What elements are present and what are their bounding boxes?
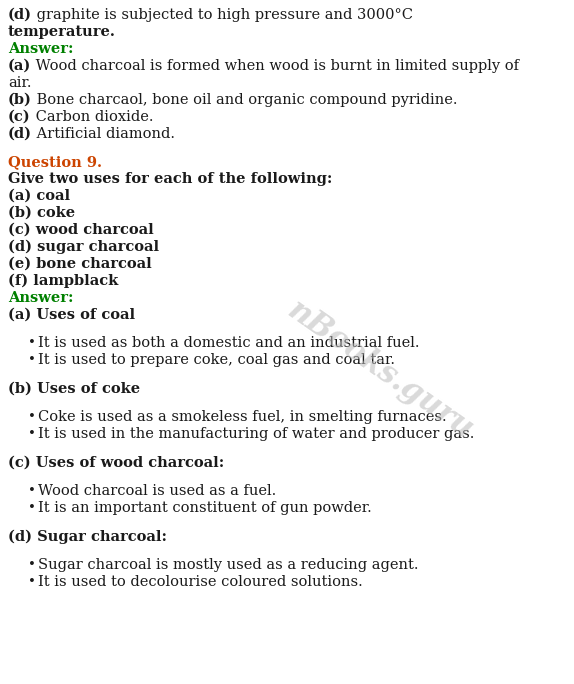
- Text: •: •: [28, 336, 36, 349]
- Text: (b) Uses of coke: (b) Uses of coke: [8, 382, 140, 396]
- Text: air.: air.: [8, 76, 32, 90]
- Text: Wood charcoal is formed when wood is burnt in limited supply of: Wood charcoal is formed when wood is bur…: [31, 59, 519, 73]
- Text: Give two uses for each of the following:: Give two uses for each of the following:: [8, 172, 332, 186]
- Text: temperature.: temperature.: [8, 25, 116, 39]
- Text: (e) bone charcoal: (e) bone charcoal: [8, 257, 152, 271]
- Text: (d): (d): [8, 127, 32, 141]
- Text: •: •: [28, 427, 36, 440]
- Text: Answer:: Answer:: [8, 42, 73, 56]
- Text: •: •: [28, 410, 36, 423]
- Text: (d): (d): [8, 8, 32, 22]
- Text: (a) Uses of coal: (a) Uses of coal: [8, 308, 135, 322]
- Text: •: •: [28, 558, 36, 571]
- Text: •: •: [28, 353, 36, 366]
- Text: Coke is used as a smokeless fuel, in smelting furnaces.: Coke is used as a smokeless fuel, in sme…: [38, 410, 447, 424]
- Text: (c): (c): [8, 110, 30, 124]
- Text: Carbon dioxide.: Carbon dioxide.: [30, 110, 153, 124]
- Text: It is used in the manufacturing of water and producer gas.: It is used in the manufacturing of water…: [38, 427, 474, 441]
- Text: Wood charcoal is used as a fuel.: Wood charcoal is used as a fuel.: [38, 484, 276, 498]
- Text: It is used to prepare coke, coal gas and coal tar.: It is used to prepare coke, coal gas and…: [38, 353, 395, 367]
- Text: (b) coke: (b) coke: [8, 206, 75, 220]
- Text: graphite is subjected to high pressure and 3000°C: graphite is subjected to high pressure a…: [32, 8, 413, 22]
- Text: Question 9.: Question 9.: [8, 155, 102, 169]
- Text: It is used to decolourise coloured solutions.: It is used to decolourise coloured solut…: [38, 575, 363, 589]
- Text: nBooks.guru: nBooks.guru: [281, 294, 479, 445]
- Text: •: •: [28, 575, 36, 588]
- Text: (c) wood charcoal: (c) wood charcoal: [8, 223, 154, 237]
- Text: (d) Sugar charcoal:: (d) Sugar charcoal:: [8, 530, 167, 544]
- Text: It is used as both a domestic and an industrial fuel.: It is used as both a domestic and an ind…: [38, 336, 420, 350]
- Text: •: •: [28, 501, 36, 514]
- Text: (a) coal: (a) coal: [8, 189, 70, 203]
- Text: Artificial diamond.: Artificial diamond.: [32, 127, 175, 141]
- Text: (c) Uses of wood charcoal:: (c) Uses of wood charcoal:: [8, 456, 224, 470]
- Text: •: •: [28, 484, 36, 497]
- Text: (b): (b): [8, 93, 32, 107]
- Text: Answer:: Answer:: [8, 291, 73, 305]
- Text: (d) sugar charcoal: (d) sugar charcoal: [8, 240, 159, 254]
- Text: (f) lampblack: (f) lampblack: [8, 274, 118, 289]
- Text: Bone charcaol, bone oil and organic compound pyridine.: Bone charcaol, bone oil and organic comp…: [32, 93, 457, 107]
- Text: Sugar charcoal is mostly used as a reducing agent.: Sugar charcoal is mostly used as a reduc…: [38, 558, 418, 572]
- Text: (a): (a): [8, 59, 31, 73]
- Text: It is an important constituent of gun powder.: It is an important constituent of gun po…: [38, 501, 372, 515]
